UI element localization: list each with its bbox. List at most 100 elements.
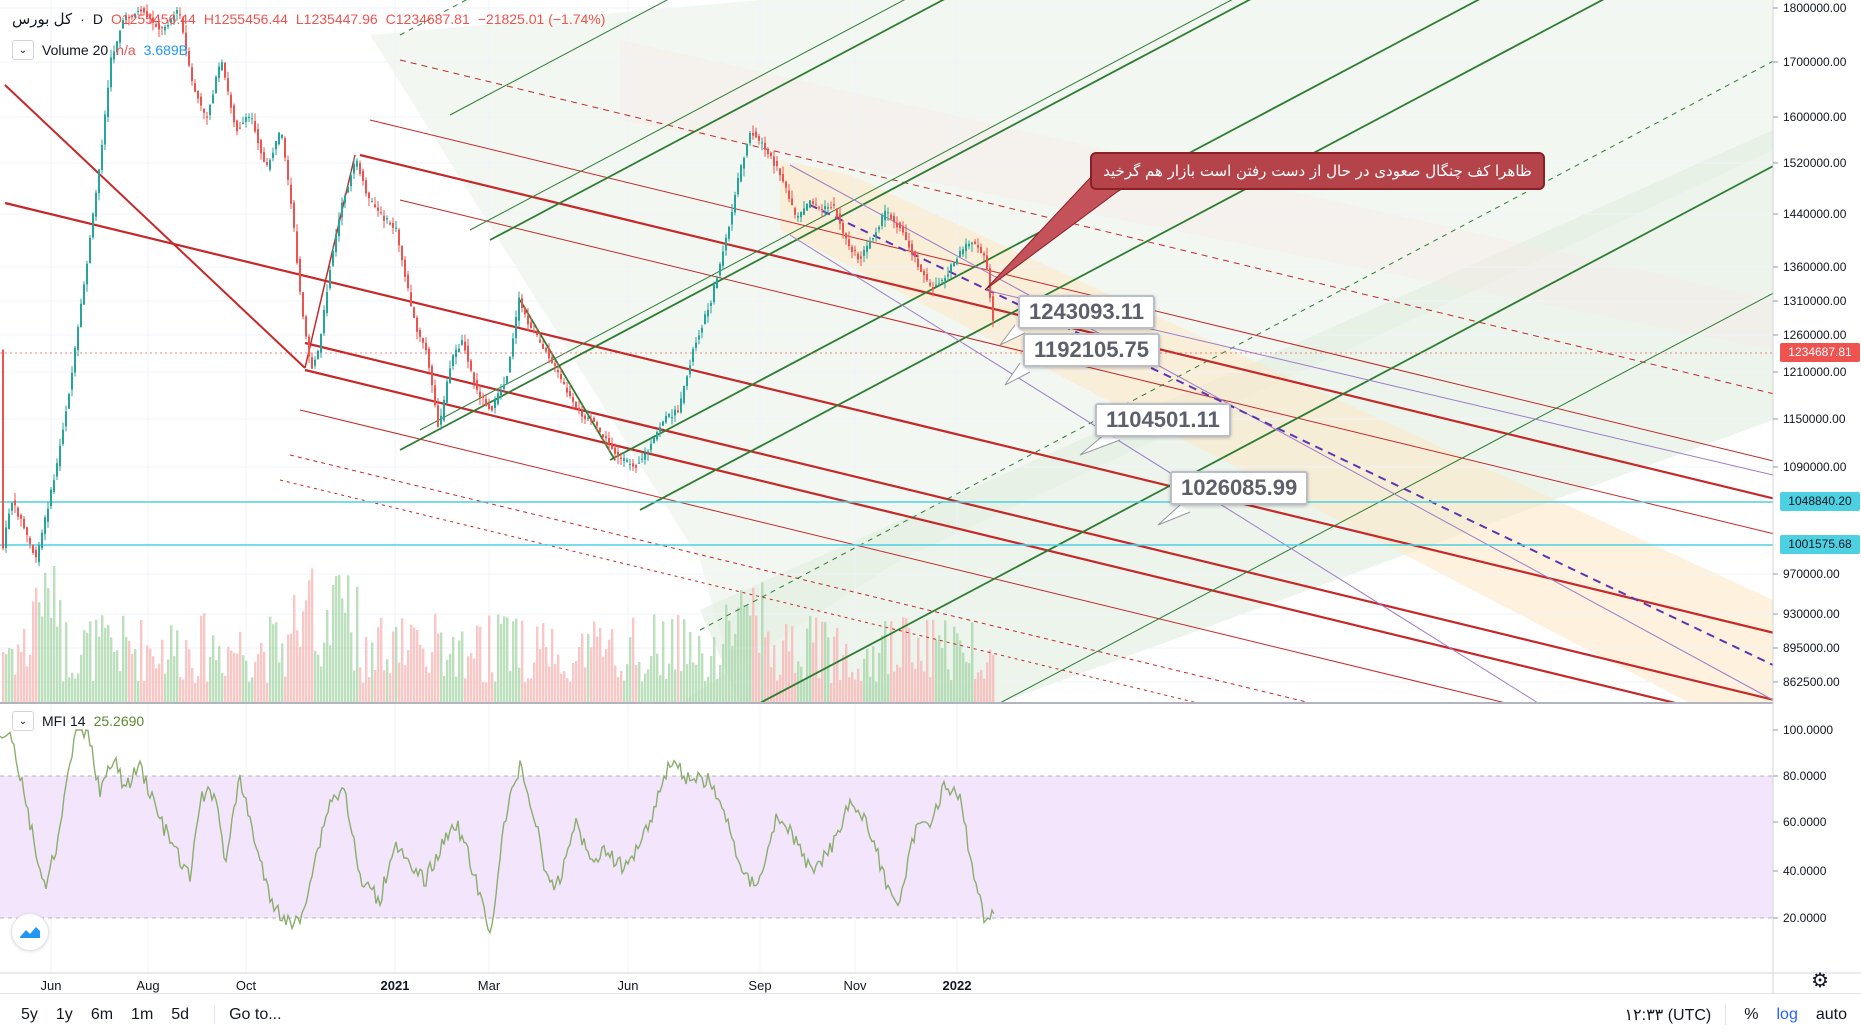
- time-axis[interactable]: Jun Aug Oct 2021 Mar Jun Sep Nov 2022: [41, 978, 972, 993]
- candle-body: [974, 241, 976, 244]
- channel-bottom-line[interactable]: [789, 234, 1773, 850]
- mfi-legend[interactable]: ⌄ MFI 14 25.2690: [12, 711, 144, 731]
- pitchfork-green-line-0[interactable]: [399, 0, 1773, 451]
- volume-bar: [761, 582, 764, 703]
- channel-top-line[interactable]: [789, 164, 1773, 701]
- candle-body: [581, 410, 583, 417]
- pitchfork-red-line-4[interactable]: [369, 119, 1773, 462]
- price-axis[interactable]: 1800000.00 1700000.00 1600000.00 1520000.00…: [1773, 1, 1847, 689]
- volume-bar: [554, 663, 557, 703]
- candle-body: [41, 532, 43, 549]
- range-1m-button[interactable]: 1m: [131, 1006, 154, 1023]
- level-label-4[interactable]: 1026085.99: [1170, 471, 1309, 505]
- range-5d-button[interactable]: 5d: [171, 1006, 190, 1023]
- pitchfork-red-line-5[interactable]: [299, 409, 1773, 768]
- volume-label[interactable]: Volume 20: [42, 42, 109, 58]
- pitchfork-green-line-7[interactable]: [699, 60, 1773, 631]
- mfi-label[interactable]: MFI 14: [42, 713, 86, 729]
- candle-body: [968, 243, 970, 247]
- pitchfork-green-line-2[interactable]: [489, 0, 1773, 241]
- range-5y-button[interactable]: 5y: [21, 1006, 38, 1023]
- candle-body: [368, 192, 370, 199]
- candle-body: [128, 16, 130, 19]
- candle-body: [929, 282, 931, 286]
- horizontal-levels[interactable]: [0, 352, 1773, 546]
- percent-toggle[interactable]: %: [1744, 1006, 1759, 1023]
- goto-button[interactable]: Go to...: [214, 1006, 282, 1024]
- pitchfork-red-line-3[interactable]: [304, 368, 1773, 727]
- range-1y-button[interactable]: 1y: [55, 1006, 73, 1023]
- candle-body: [857, 253, 859, 260]
- candle-body: [515, 317, 517, 339]
- candle-body: [557, 370, 559, 373]
- candle-body: [275, 141, 277, 150]
- level-label-1[interactable]: 1243093.11: [1018, 295, 1156, 329]
- candle-body: [560, 374, 562, 380]
- candle-body: [818, 207, 820, 209]
- candle-body: [206, 116, 208, 118]
- volume-bar: [134, 649, 137, 703]
- pitchfork-green-handle[interactable]: [519, 299, 616, 461]
- candle-body: [470, 360, 472, 371]
- price-tick-label: 1360000.00: [1783, 260, 1847, 274]
- mfi-axis[interactable]: 100.0000 80.0000 60.0000 40.0000 20.0000: [1773, 723, 1833, 925]
- channel-median-line[interactable]: [809, 204, 1773, 666]
- candle-body: [785, 181, 787, 188]
- candle-body: [767, 148, 769, 154]
- volume-bar: [35, 587, 38, 703]
- volume-bar: [896, 664, 899, 703]
- price-tick-label: 1260000.00: [1783, 328, 1847, 342]
- candle-body: [701, 327, 703, 333]
- pitchfork-green-line-4[interactable]: [639, 0, 1773, 511]
- volume-bar: [893, 671, 896, 703]
- volume-bar: [848, 677, 851, 703]
- volume-bar: [611, 628, 614, 703]
- collapse-mfi-button[interactable]: ⌄: [12, 711, 34, 731]
- volume-bar: [65, 622, 68, 703]
- pitchfork-red-handle[interactable]: [4, 84, 306, 369]
- volume-bar: [581, 633, 584, 703]
- volume-bar: [401, 618, 404, 703]
- volume-bar: [650, 655, 653, 703]
- volume-bar: [434, 613, 437, 703]
- volume-bar: [668, 663, 671, 703]
- volume-bar: [383, 670, 386, 703]
- volume-bar: [308, 580, 311, 703]
- interval-label[interactable]: D: [92, 11, 103, 27]
- volume-bar: [920, 660, 923, 703]
- candle-body: [98, 169, 100, 194]
- pitchfork-green-line-5[interactable]: [759, 165, 1773, 703]
- pitchfork-red-line-8[interactable]: [289, 454, 1773, 815]
- tradingview-logo[interactable]: [11, 913, 49, 951]
- collapse-legend-button[interactable]: ⌄: [12, 40, 34, 60]
- range-6m-button[interactable]: 6m: [90, 1006, 114, 1023]
- symbol-title[interactable]: کل بورس: [12, 11, 73, 28]
- candle-body: [71, 372, 73, 390]
- callout-note[interactable]: ظاهرا کف چنگال صعودی در حال از دست رفتن …: [1090, 152, 1545, 190]
- volume-legend[interactable]: ⌄ Volume 20 n/a 3.689B: [12, 40, 188, 60]
- candle-body: [467, 345, 469, 362]
- pitchfork-green-line-1[interactable]: [419, 0, 1773, 431]
- pitchfork-drawings[interactable]: [4, 0, 1773, 850]
- pitchfork-green-line-3[interactable]: [609, 0, 1773, 461]
- volume-bar: [902, 617, 905, 703]
- timezone-label[interactable]: ۱۲:۳۳ (UTC): [1624, 1005, 1727, 1025]
- pitchfork-red-anchor[interactable]: [304, 154, 356, 369]
- volume-bar: [482, 681, 485, 703]
- log-toggle[interactable]: log: [1776, 1006, 1798, 1023]
- settings-gear-icon[interactable]: ⚙: [1811, 970, 1829, 992]
- candle-body: [896, 222, 898, 228]
- pitchfork-red-line-1[interactable]: [304, 341, 1773, 701]
- pitchfork-green-line-10[interactable]: [469, 0, 1773, 231]
- level-label-3[interactable]: 1104501.11: [1095, 403, 1231, 437]
- candle-body: [710, 302, 712, 306]
- pitchfork-red-line-7[interactable]: [399, 59, 1773, 395]
- auto-toggle[interactable]: auto: [1815, 1006, 1847, 1023]
- volume-bar: [716, 678, 719, 703]
- symbol-legend[interactable]: کل بورس · D O1255456.44 H1255456.44 L123…: [12, 10, 605, 28]
- volume-bar: [5, 654, 8, 703]
- level-label-2[interactable]: 1192105.75: [1023, 333, 1161, 367]
- pitchfork-green-line-6[interactable]: [999, 292, 1773, 703]
- candle-body: [965, 243, 967, 251]
